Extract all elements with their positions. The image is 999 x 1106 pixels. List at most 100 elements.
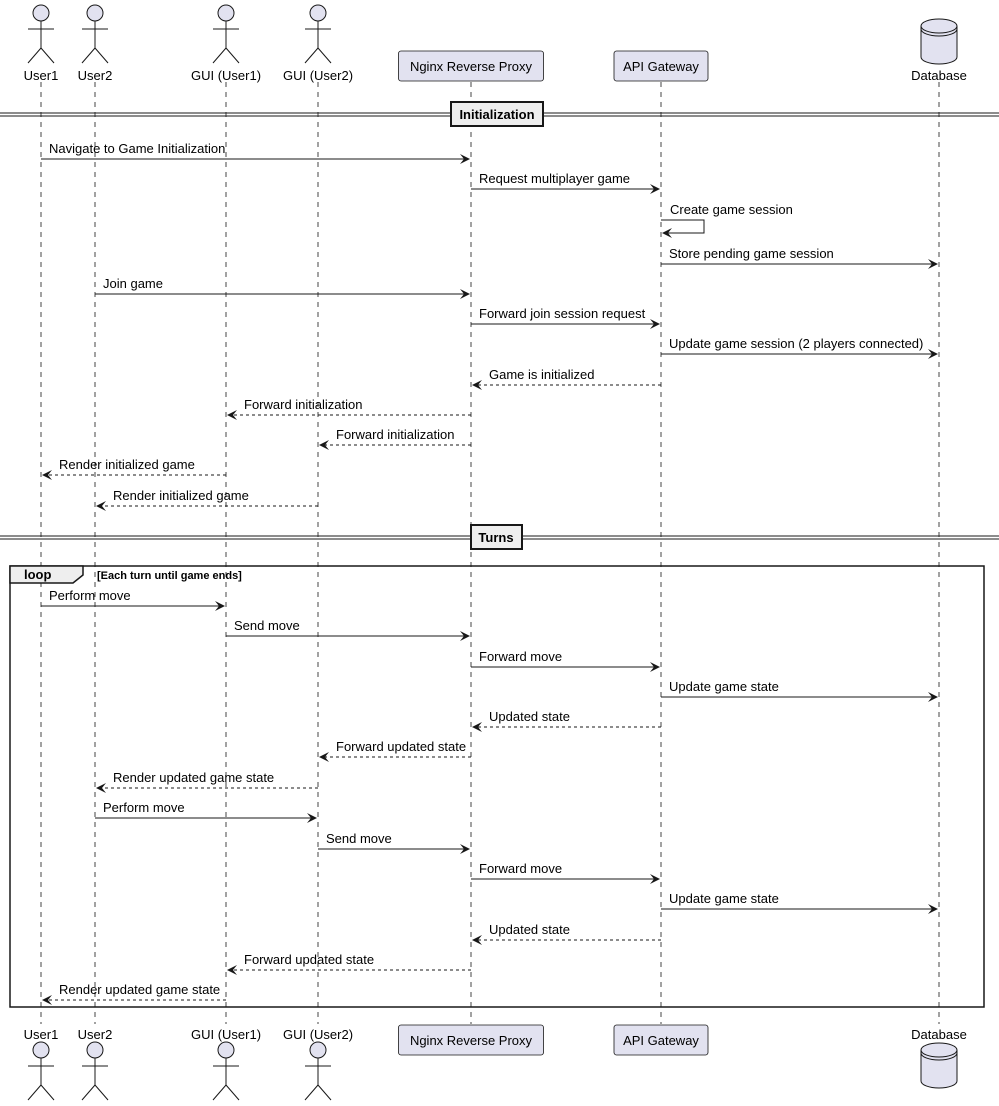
message-2: Request multiplayer game xyxy=(471,171,660,194)
actor-icon xyxy=(212,1041,240,1101)
message-5: Join game xyxy=(95,276,470,299)
message-label: Forward initialization xyxy=(336,427,455,442)
participant-label-api: API Gateway xyxy=(623,59,699,74)
actor-icon xyxy=(304,1041,332,1101)
message-19: Render updated game state xyxy=(96,770,318,793)
participant-box-api xyxy=(613,50,709,82)
participant-top-nginx: Nginx Reverse Proxy xyxy=(398,50,544,82)
participant-bottom-user1: User1 xyxy=(24,1027,59,1101)
message-7: Update game session (2 players connected… xyxy=(661,336,938,359)
participant-label-gui1: GUI (User1) xyxy=(191,68,261,83)
message-label: Join game xyxy=(103,276,163,291)
message-26: Render updated game state xyxy=(42,982,226,1005)
participant-label-api: API Gateway xyxy=(623,1033,699,1048)
message-17: Updated state xyxy=(472,709,661,732)
message-9: Forward initialization xyxy=(227,397,471,420)
participant-label-gui1: GUI (User1) xyxy=(191,1027,261,1042)
message-label: Updated state xyxy=(489,922,570,937)
message-label: Perform move xyxy=(49,588,131,603)
message-21: Send move xyxy=(318,831,470,854)
message-1: Navigate to Game Initialization xyxy=(41,141,470,164)
participant-top-user1: User1 xyxy=(24,4,59,83)
message-label: Perform move xyxy=(103,800,185,815)
participant-bottom-db: Database xyxy=(911,1027,967,1089)
participant-bottom-nginx: Nginx Reverse Proxy xyxy=(398,1024,544,1056)
participant-label-nginx: Nginx Reverse Proxy xyxy=(410,1033,533,1048)
message-13: Perform move xyxy=(41,588,225,611)
participant-box-api xyxy=(613,1024,709,1056)
participant-label-db: Database xyxy=(911,68,967,83)
participant-bottom-user2: User2 xyxy=(78,1027,113,1101)
message-label: Game is initialized xyxy=(489,367,595,382)
message-label: Forward updated state xyxy=(244,952,374,967)
message-label: Send move xyxy=(326,831,392,846)
message-label: Forward move xyxy=(479,649,562,664)
actor-icon xyxy=(81,4,109,64)
message-label: Render updated game state xyxy=(59,982,220,997)
message-14: Send move xyxy=(226,618,470,641)
message-label: Forward join session request xyxy=(479,306,646,321)
actor-icon xyxy=(212,4,240,64)
message-label: Render updated game state xyxy=(113,770,274,785)
participant-box-nginx xyxy=(398,50,544,82)
actor-icon xyxy=(27,4,55,64)
message-18: Forward updated state xyxy=(319,739,471,762)
participant-label-gui2: GUI (User2) xyxy=(283,1027,353,1042)
message-label: Update game state xyxy=(669,679,779,694)
message-label: Forward move xyxy=(479,861,562,876)
message-label: Create game session xyxy=(670,202,793,217)
message-label: Send move xyxy=(234,618,300,633)
participants: User1 User1 User2 User2 GUI (User1) GUI (User… xyxy=(24,4,967,1101)
message-label: Render initialized game xyxy=(113,488,249,503)
divider-initialization: Initialization xyxy=(0,101,999,127)
message-label: Forward initialization xyxy=(244,397,363,412)
message-4: Store pending game session xyxy=(661,246,938,269)
actor-icon xyxy=(304,4,332,64)
database-icon xyxy=(920,1042,958,1089)
database-icon xyxy=(920,18,958,65)
participant-box-nginx xyxy=(398,1024,544,1056)
loop-condition: [Each turn until game ends] xyxy=(97,570,242,582)
participant-label-nginx: Nginx Reverse Proxy xyxy=(410,59,533,74)
message-label: Update game session (2 players connected… xyxy=(669,336,923,351)
participant-label-user1: User1 xyxy=(24,68,59,83)
participant-bottom-api: API Gateway xyxy=(613,1024,709,1056)
message-label: Forward updated state xyxy=(336,739,466,754)
message-22: Forward move xyxy=(471,861,660,884)
message-6: Forward join session request xyxy=(471,306,660,329)
divider-turns-label: Turns xyxy=(478,530,513,545)
message-label: Store pending game session xyxy=(669,246,834,261)
message-label: Navigate to Game Initialization xyxy=(49,141,225,156)
participant-bottom-gui2: GUI (User2) xyxy=(283,1027,353,1101)
loop-fragment: loop [Each turn until game ends] xyxy=(9,565,985,1008)
message-25: Forward updated state xyxy=(227,952,471,975)
actor-icon xyxy=(81,1041,109,1101)
participant-label-gui2: GUI (User2) xyxy=(283,68,353,83)
participant-top-db: Database xyxy=(911,18,967,83)
message-15: Forward move xyxy=(471,649,660,672)
message-20: Perform move xyxy=(95,800,317,823)
actor-icon xyxy=(27,1041,55,1101)
message-3: Create game session xyxy=(661,202,793,238)
participant-top-gui1: GUI (User1) xyxy=(191,4,261,83)
messages: Navigate to Game Initialization Request m… xyxy=(41,141,938,1005)
participant-bottom-gui1: GUI (User1) xyxy=(191,1027,261,1101)
participant-top-gui2: GUI (User2) xyxy=(283,4,353,83)
message-8: Game is initialized xyxy=(472,367,661,390)
message-10: Forward initialization xyxy=(319,427,471,450)
divider-turns: Turns xyxy=(0,524,999,550)
self-arrow xyxy=(661,219,705,238)
participant-top-user2: User2 xyxy=(78,4,112,83)
participant-label-db: Database xyxy=(911,1027,967,1042)
message-label: Render initialized game xyxy=(59,457,195,472)
participant-label-user2: User2 xyxy=(78,1027,113,1042)
message-label: Update game state xyxy=(669,891,779,906)
message-label: Request multiplayer game xyxy=(479,171,630,186)
message-11: Render initialized game xyxy=(42,457,226,480)
message-label: Updated state xyxy=(489,709,570,724)
participant-top-api: API Gateway xyxy=(613,50,709,82)
participant-label-user1: User1 xyxy=(24,1027,59,1042)
message-24: Updated state xyxy=(472,922,661,945)
message-16: Update game state xyxy=(661,679,938,702)
